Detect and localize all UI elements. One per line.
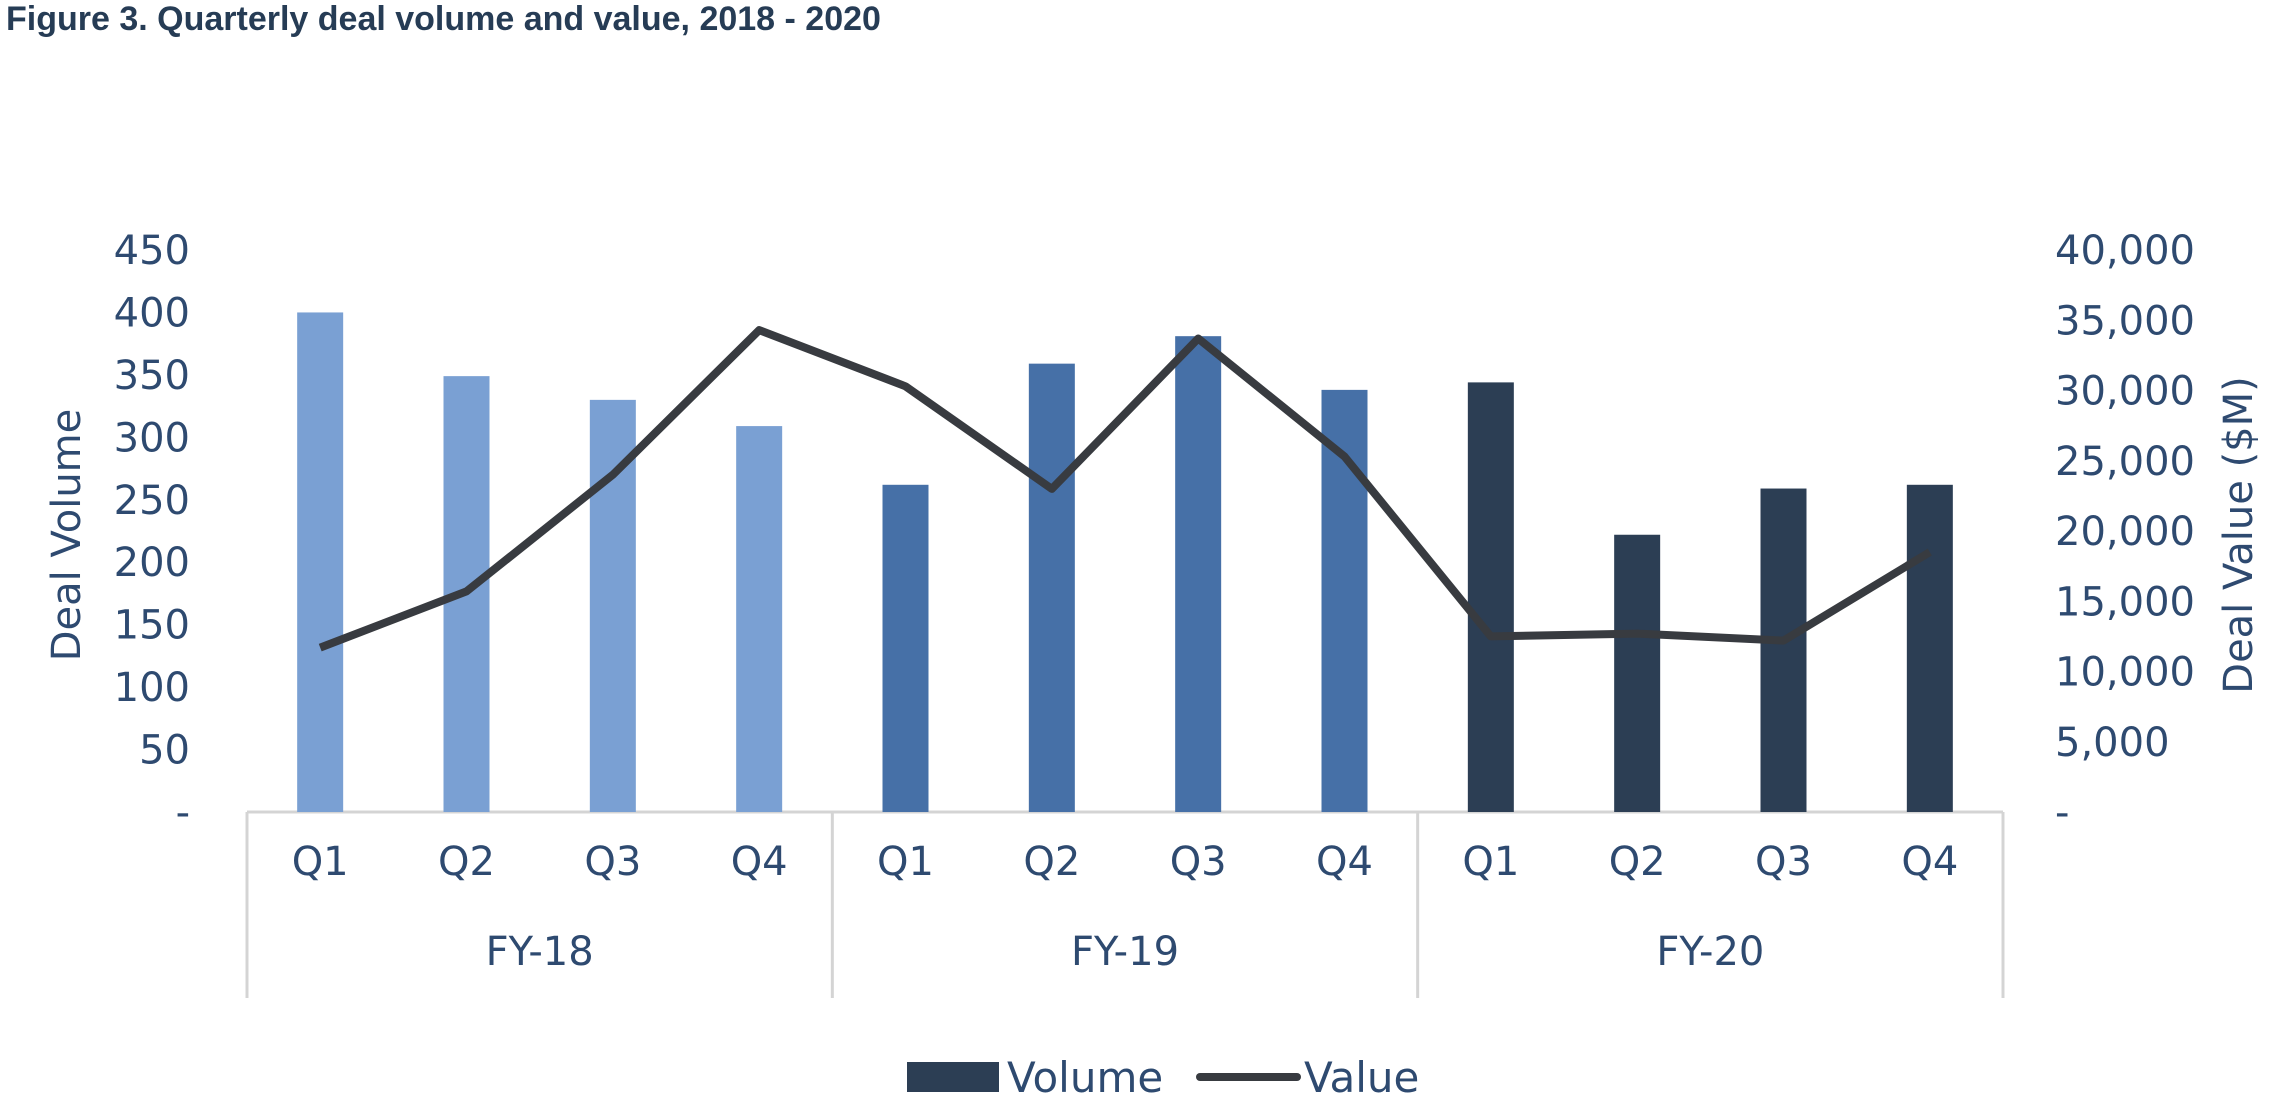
left-axis-ticks: - 50 100 150 200 250 300 350 400 450 <box>114 228 190 836</box>
category-label: Q2 <box>438 839 495 885</box>
left-tick-label: 100 <box>114 665 190 711</box>
legend: Volume Value <box>907 1053 1419 1102</box>
right-tick-label: 25,000 <box>2055 439 2195 485</box>
value-line <box>318 326 1932 652</box>
category-label: Q2 <box>1023 839 1080 885</box>
volume-bar <box>1614 534 1661 812</box>
right-tick-label: 5,000 <box>2055 720 2170 766</box>
category-grid <box>245 810 2005 998</box>
left-tick-label: 300 <box>114 415 190 461</box>
volume-bars <box>297 312 1953 812</box>
right-tick-label: 35,000 <box>2055 298 2195 344</box>
left-tick-label: 350 <box>114 353 190 399</box>
volume-bar <box>1175 336 1222 812</box>
legend-swatch-volume <box>907 1062 999 1092</box>
category-label: Q4 <box>1901 839 1958 885</box>
left-tick-label: - <box>176 790 190 836</box>
left-tick-label: 250 <box>114 478 190 524</box>
legend-label-value: Value <box>1304 1053 1419 1102</box>
left-axis-title: Deal Volume <box>44 409 90 662</box>
right-axis-ticks: - 5,000 10,000 15,000 20,000 25,000 30,000 35,0… <box>2055 228 2195 836</box>
volume-bar <box>297 312 344 812</box>
left-tick-label: 150 <box>114 603 190 649</box>
category-label: Q4 <box>731 839 788 885</box>
volume-bar <box>736 426 783 812</box>
category-label: Q1 <box>1462 839 1519 885</box>
volume-bar <box>882 484 929 812</box>
figure-title: Figure 3. Quarterly deal volume and valu… <box>6 0 881 38</box>
category-label: Q3 <box>1170 839 1227 885</box>
group-label: FY-19 <box>1071 929 1179 975</box>
volume-bar <box>1760 488 1807 812</box>
category-label: Q1 <box>292 839 349 885</box>
group-label: FY-20 <box>1656 929 1764 975</box>
volume-bar <box>1906 484 1953 812</box>
category-label: Q2 <box>1609 839 1666 885</box>
right-tick-label: 40,000 <box>2055 228 2195 274</box>
left-tick-label: 200 <box>114 540 190 586</box>
volume-bar <box>589 399 636 812</box>
volume-bar <box>1028 363 1075 812</box>
volume-bar <box>1467 382 1514 812</box>
right-tick-label: 15,000 <box>2055 579 2195 625</box>
right-tick-label: 30,000 <box>2055 369 2195 415</box>
legend-label-volume: Volume <box>1007 1053 1163 1102</box>
category-label: Q1 <box>877 839 934 885</box>
group-label: FY-18 <box>486 929 594 975</box>
left-tick-label: 450 <box>114 228 190 274</box>
value-line-path <box>318 326 1932 652</box>
right-axis-title: Deal Value ($M) <box>2216 376 2262 693</box>
right-tick-label: 10,000 <box>2055 650 2195 696</box>
category-label: Q4 <box>1316 839 1373 885</box>
right-tick-label: - <box>2055 790 2069 836</box>
category-label: Q3 <box>584 839 641 885</box>
left-tick-label: 400 <box>114 290 190 336</box>
left-tick-label: 50 <box>139 728 190 774</box>
x-axis-categories: Q1 Q2 Q3 Q4 FY-18 Q1 Q2 Q3 Q4 FY-19 Q1 Q2 Q3 Q4 FY-20 <box>292 839 1959 975</box>
category-label: Q3 <box>1755 839 1812 885</box>
right-tick-label: 20,000 <box>2055 509 2195 555</box>
